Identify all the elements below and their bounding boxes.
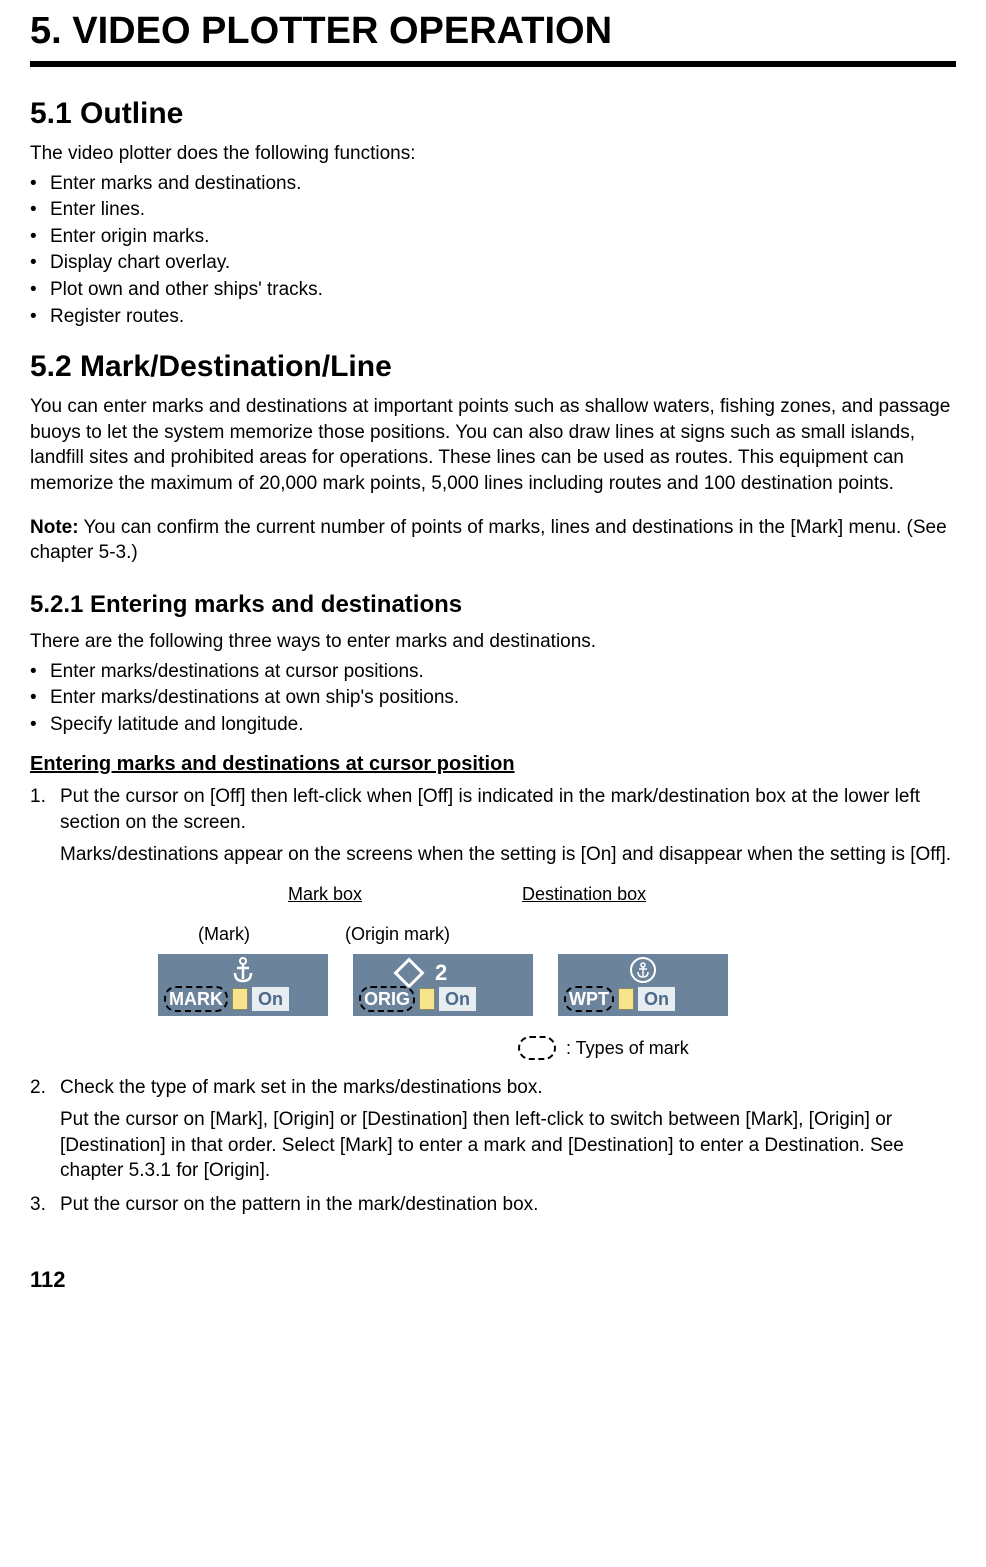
diagram: Mark box Destination box (Mark) (Origin … [158, 882, 858, 1060]
section-5-2-1-intro: There are the following three ways to en… [30, 629, 956, 655]
step-item: Check the type of mark set in the marks/… [30, 1075, 956, 1184]
on-badge: On [252, 987, 289, 1011]
bullet-item: Specify latitude and longitude. [30, 712, 956, 739]
mark-box: MARK On [158, 954, 328, 1016]
bullet-item: Enter origin marks. [30, 224, 956, 251]
section-5-1-intro: The video plotter does the following fun… [30, 141, 956, 167]
note-label: Note: [30, 517, 79, 538]
dashed-oval-icon [518, 1036, 556, 1060]
diagram-top-labels: Mark box Destination box [158, 882, 858, 906]
page-number: 112 [30, 1267, 956, 1293]
section-5-2-heading: 5.2 Mark/Destination/Line [30, 350, 956, 384]
origin-sublabel: (Origin mark) [345, 922, 450, 946]
step-text: Check the type of mark set in the marks/… [60, 1077, 543, 1098]
chapter-title: 5. VIDEO PLOTTER OPERATION [30, 10, 956, 67]
origin-box: 2 ORIG On [353, 954, 533, 1016]
section-5-2-1-bullets: Enter marks/destinations at cursor posit… [30, 659, 956, 739]
types-legend-text: : Types of mark [566, 1036, 689, 1060]
on-badge: On [638, 987, 675, 1011]
mark-sublabel: (Mark) [198, 922, 250, 946]
step-text: Put the cursor on the pattern in the mar… [60, 1194, 538, 1215]
section-5-2-para: You can enter marks and destinations at … [30, 394, 956, 497]
wpt-badge: WPT [564, 986, 614, 1012]
cursor-position-heading: Entering marks and destinations at curso… [30, 753, 956, 776]
step-subtext: Marks/destinations appear on the screens… [60, 842, 956, 868]
wpt-box: WPT On [558, 954, 728, 1016]
types-legend: : Types of mark [518, 1036, 858, 1060]
bullet-item: Display chart overlay. [30, 250, 956, 277]
step-text: Put the cursor on [Off] then left-click … [60, 786, 920, 833]
step-item: Put the cursor on the pattern in the mar… [30, 1192, 956, 1218]
section-5-1-bullets: Enter marks and destinations. Enter line… [30, 171, 956, 331]
patch-icon [618, 988, 634, 1010]
bullet-item: Enter marks/destinations at own ship's p… [30, 685, 956, 712]
note-text: You can confirm the current number of po… [30, 517, 947, 564]
diamond-wrap: 2 [398, 958, 447, 988]
section-5-2-1-heading: 5.2.1 Entering marks and destinations [30, 591, 956, 619]
patch-icon [232, 988, 248, 1010]
anchor-icon [232, 957, 254, 991]
orig-badge: ORIG [359, 986, 415, 1012]
bullet-item: Enter marks/destinations at cursor posit… [30, 659, 956, 686]
diamond-number: 2 [435, 958, 447, 988]
mark-badge: MARK [164, 986, 228, 1012]
step-subtext: Put the cursor on [Mark], [Origin] or [D… [60, 1107, 956, 1184]
circle-anchor-icon [630, 957, 656, 983]
steps-list: Put the cursor on [Off] then left-click … [30, 784, 956, 1217]
step-item: Put the cursor on [Off] then left-click … [30, 784, 956, 1060]
bullet-item: Register routes. [30, 304, 956, 331]
mark-box-label: Mark box [288, 882, 362, 906]
boxes-row: MARK On 2 ORIG On [158, 954, 858, 1016]
on-badge: On [439, 987, 476, 1011]
section-5-1-heading: 5.1 Outline [30, 97, 956, 131]
note-block: Note: You can confirm the current number… [30, 515, 956, 566]
sub-labels-row: (Mark) (Origin mark) [158, 922, 858, 946]
diamond-icon [393, 957, 424, 988]
destination-box-label: Destination box [522, 882, 646, 906]
bullet-item: Plot own and other ships' tracks. [30, 277, 956, 304]
bullet-item: Enter lines. [30, 197, 956, 224]
bullet-item: Enter marks and destinations. [30, 171, 956, 198]
patch-icon [419, 988, 435, 1010]
